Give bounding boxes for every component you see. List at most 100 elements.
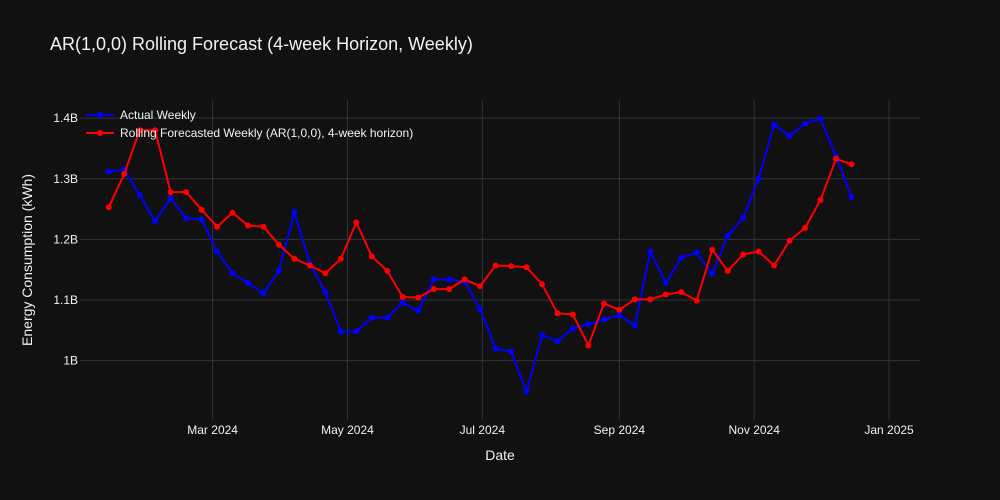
data-point-actual-weekly[interactable] bbox=[492, 345, 499, 352]
data-point-actual-weekly[interactable] bbox=[554, 338, 561, 345]
data-point-forecast-weekly[interactable] bbox=[291, 255, 298, 262]
data-point-actual-weekly[interactable] bbox=[183, 215, 190, 222]
data-point-actual-weekly[interactable] bbox=[415, 307, 422, 314]
data-point-actual-weekly[interactable] bbox=[755, 175, 762, 182]
data-point-actual-weekly[interactable] bbox=[523, 388, 530, 395]
data-point-forecast-weekly[interactable] bbox=[105, 204, 112, 211]
legend[interactable]: Actual Weekly Rolling Forecasted Weekly … bbox=[86, 108, 413, 140]
data-point-forecast-weekly[interactable] bbox=[554, 310, 561, 317]
data-point-forecast-weekly[interactable] bbox=[260, 223, 267, 230]
data-point-actual-weekly[interactable] bbox=[693, 249, 700, 256]
data-point-actual-weekly[interactable] bbox=[585, 321, 592, 328]
data-point-forecast-weekly[interactable] bbox=[121, 170, 128, 177]
legend-item-actual[interactable]: Actual Weekly bbox=[86, 108, 196, 122]
data-point-forecast-weekly[interactable] bbox=[523, 264, 530, 271]
data-point-actual-weekly[interactable] bbox=[817, 115, 824, 122]
data-point-forecast-weekly[interactable] bbox=[415, 294, 422, 301]
data-point-forecast-weekly[interactable] bbox=[275, 241, 282, 248]
data-point-actual-weekly[interactable] bbox=[229, 270, 236, 277]
data-point-actual-weekly[interactable] bbox=[446, 276, 453, 283]
data-point-forecast-weekly[interactable] bbox=[724, 267, 731, 274]
data-point-actual-weekly[interactable] bbox=[848, 194, 855, 200]
data-point-actual-weekly[interactable] bbox=[337, 328, 344, 335]
data-point-forecast-weekly[interactable] bbox=[306, 262, 313, 269]
data-point-actual-weekly[interactable] bbox=[399, 299, 406, 306]
data-point-forecast-weekly[interactable] bbox=[802, 224, 809, 231]
data-point-actual-weekly[interactable] bbox=[740, 214, 747, 221]
data-point-actual-weekly[interactable] bbox=[802, 120, 809, 127]
data-point-actual-weekly[interactable] bbox=[198, 216, 205, 223]
data-point-forecast-weekly[interactable] bbox=[508, 263, 515, 270]
data-point-forecast-weekly[interactable] bbox=[384, 267, 391, 274]
data-point-forecast-weekly[interactable] bbox=[833, 155, 839, 162]
data-point-actual-weekly[interactable] bbox=[260, 290, 267, 297]
data-point-forecast-weekly[interactable] bbox=[693, 297, 700, 304]
data-point-actual-weekly[interactable] bbox=[245, 280, 251, 286]
data-point-actual-weekly[interactable] bbox=[569, 325, 576, 332]
data-point-actual-weekly[interactable] bbox=[214, 248, 221, 255]
data-point-forecast-weekly[interactable] bbox=[245, 222, 251, 229]
data-point-forecast-weekly[interactable] bbox=[678, 289, 685, 296]
data-point-forecast-weekly[interactable] bbox=[492, 262, 499, 269]
data-point-forecast-weekly[interactable] bbox=[786, 237, 793, 244]
series-forecast-weekly bbox=[105, 127, 855, 349]
data-point-forecast-weekly[interactable] bbox=[616, 306, 623, 313]
data-point-actual-weekly[interactable] bbox=[786, 132, 793, 139]
data-point-forecast-weekly[interactable] bbox=[368, 253, 375, 260]
data-point-actual-weekly[interactable] bbox=[616, 312, 623, 319]
data-point-forecast-weekly[interactable] bbox=[585, 342, 592, 349]
data-point-forecast-weekly[interactable] bbox=[662, 291, 669, 298]
y-axis-label: Energy Consumption (kWh) bbox=[19, 174, 35, 346]
data-point-actual-weekly[interactable] bbox=[631, 322, 638, 329]
data-point-forecast-weekly[interactable] bbox=[771, 262, 778, 269]
legend-item-forecast[interactable]: Rolling Forecasted Weekly (AR(1,0,0), 4-… bbox=[86, 126, 413, 140]
data-point-actual-weekly[interactable] bbox=[322, 289, 329, 296]
data-point-actual-weekly[interactable] bbox=[508, 348, 515, 355]
data-point-forecast-weekly[interactable] bbox=[152, 127, 159, 134]
data-point-forecast-weekly[interactable] bbox=[353, 219, 360, 226]
data-point-forecast-weekly[interactable] bbox=[229, 209, 236, 216]
data-point-forecast-weekly[interactable] bbox=[817, 197, 824, 203]
data-point-actual-weekly[interactable] bbox=[477, 306, 484, 313]
data-point-forecast-weekly[interactable] bbox=[183, 189, 190, 196]
data-point-forecast-weekly[interactable] bbox=[337, 255, 344, 262]
data-point-forecast-weekly[interactable] bbox=[214, 223, 221, 230]
data-point-forecast-weekly[interactable] bbox=[477, 283, 484, 290]
data-point-actual-weekly[interactable] bbox=[275, 267, 282, 274]
data-point-forecast-weekly[interactable] bbox=[322, 270, 329, 277]
data-point-actual-weekly[interactable] bbox=[662, 280, 669, 286]
data-point-forecast-weekly[interactable] bbox=[755, 248, 762, 255]
data-point-actual-weekly[interactable] bbox=[368, 314, 375, 321]
data-point-actual-weekly[interactable] bbox=[771, 121, 778, 128]
data-point-actual-weekly[interactable] bbox=[600, 316, 607, 323]
data-point-forecast-weekly[interactable] bbox=[461, 276, 468, 283]
data-point-actual-weekly[interactable] bbox=[353, 328, 360, 335]
data-point-forecast-weekly[interactable] bbox=[167, 189, 174, 196]
data-point-actual-weekly[interactable] bbox=[152, 218, 159, 225]
data-point-forecast-weekly[interactable] bbox=[740, 251, 747, 258]
data-point-actual-weekly[interactable] bbox=[724, 232, 731, 239]
data-point-actual-weekly[interactable] bbox=[291, 209, 298, 216]
data-point-forecast-weekly[interactable] bbox=[709, 246, 716, 253]
data-point-forecast-weekly[interactable] bbox=[569, 311, 576, 318]
data-point-forecast-weekly[interactable] bbox=[399, 294, 406, 300]
x-tick-label: Nov 2024 bbox=[729, 423, 781, 437]
data-point-forecast-weekly[interactable] bbox=[600, 300, 607, 307]
data-point-actual-weekly[interactable] bbox=[105, 168, 112, 175]
data-point-actual-weekly[interactable] bbox=[647, 248, 654, 255]
data-point-forecast-weekly[interactable] bbox=[539, 281, 545, 288]
data-point-actual-weekly[interactable] bbox=[539, 332, 545, 339]
data-point-forecast-weekly[interactable] bbox=[198, 206, 205, 213]
data-point-actual-weekly[interactable] bbox=[136, 192, 143, 199]
data-point-forecast-weekly[interactable] bbox=[631, 296, 638, 303]
data-point-forecast-weekly[interactable] bbox=[647, 296, 654, 303]
data-point-actual-weekly[interactable] bbox=[709, 270, 716, 277]
data-point-forecast-weekly[interactable] bbox=[430, 286, 437, 293]
data-point-forecast-weekly[interactable] bbox=[136, 127, 143, 134]
data-point-actual-weekly[interactable] bbox=[384, 314, 391, 321]
data-point-actual-weekly[interactable] bbox=[430, 276, 437, 283]
data-point-forecast-weekly[interactable] bbox=[848, 161, 855, 168]
data-point-actual-weekly[interactable] bbox=[678, 254, 685, 261]
data-point-forecast-weekly[interactable] bbox=[446, 286, 453, 293]
data-point-actual-weekly[interactable] bbox=[167, 195, 174, 202]
